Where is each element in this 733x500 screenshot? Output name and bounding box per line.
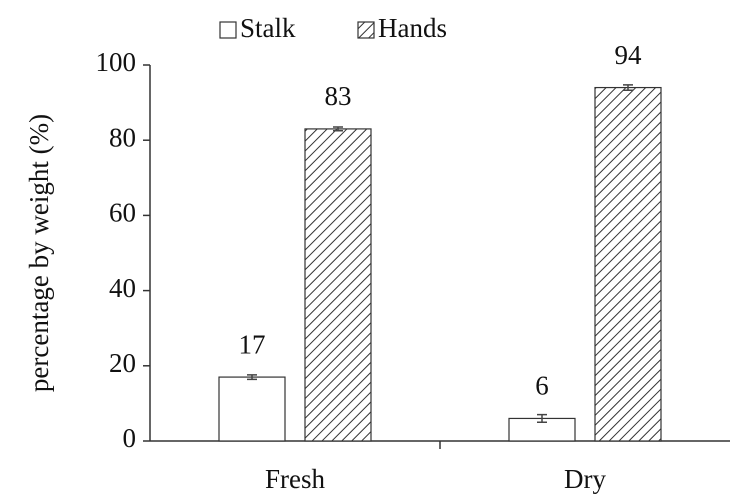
y-tick-label: 0 (123, 423, 137, 453)
x-tick-label: Fresh (265, 464, 325, 494)
legend-label: Stalk (240, 13, 296, 43)
error-bar (623, 84, 633, 91)
y-tick-label: 20 (109, 348, 136, 378)
error-bar (247, 374, 257, 381)
data-label: 6 (535, 371, 549, 401)
y-axis-label: percentage by weight (%) (24, 114, 54, 392)
error-bar (333, 126, 343, 132)
bar (304, 128, 372, 442)
data-label: 83 (325, 81, 352, 111)
error-bar (537, 413, 547, 423)
data-label: 17 (239, 329, 266, 359)
y-tick-label: 40 (109, 273, 136, 303)
legend-swatch (357, 21, 375, 39)
x-tick-label: Dry (564, 464, 606, 494)
y-tick-label: 60 (109, 198, 136, 228)
data-label: 94 (615, 40, 643, 70)
bar (218, 376, 286, 442)
legend-label: Hands (378, 13, 447, 43)
bar (594, 86, 662, 442)
y-tick-label: 100 (96, 47, 137, 77)
legend-swatch (219, 21, 237, 39)
y-tick-label: 80 (109, 122, 136, 152)
